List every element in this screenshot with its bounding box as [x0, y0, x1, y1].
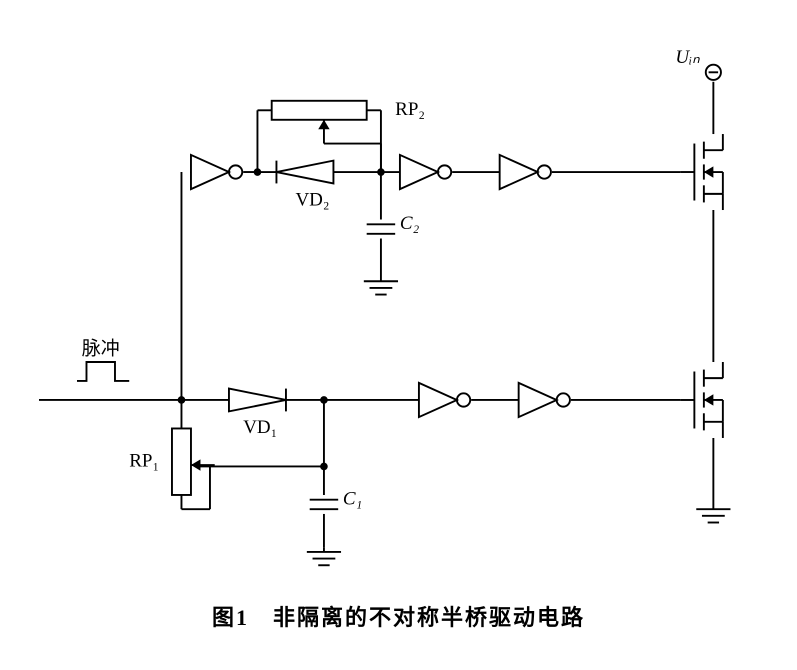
circuit-diagram: 脉冲 VD₂ RP₂ C₂ Uᵢₙ VD₁ RP₁ C₁ — [20, 20, 777, 590]
svg-text:Uᵢₙ: Uᵢₙ — [675, 47, 700, 68]
svg-text:脉冲: 脉冲 — [82, 337, 120, 359]
svg-text:VD₁: VD₁ — [243, 417, 277, 438]
svg-text:C₁: C₁ — [343, 488, 362, 509]
svg-text:VD₂: VD₂ — [295, 189, 329, 210]
svg-text:RP₁: RP₁ — [129, 450, 159, 471]
figure-caption: 图1 非隔离的不对称半桥驱动电路 — [20, 600, 777, 632]
svg-text:C₂: C₂ — [400, 213, 420, 234]
svg-text:RP₂: RP₂ — [395, 99, 425, 120]
